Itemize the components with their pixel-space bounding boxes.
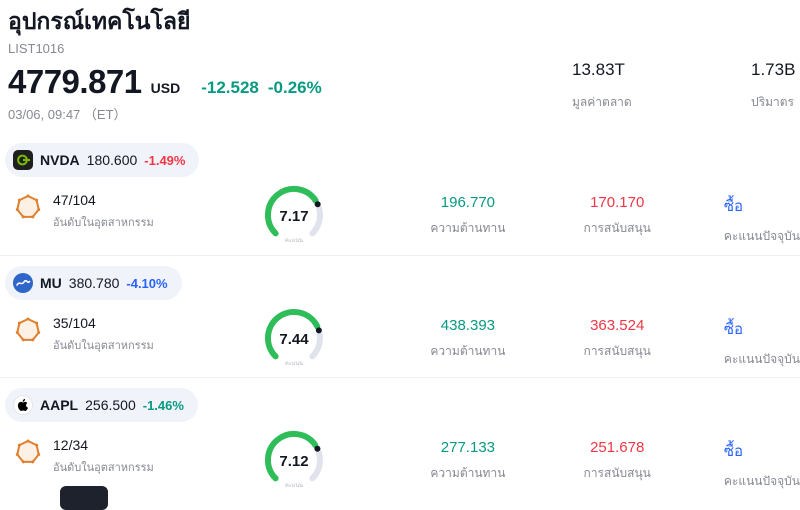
svg-text:7.17: 7.17 [279,208,308,225]
ticker-symbol: MU [40,275,62,291]
support-value: 170.170 [590,194,645,211]
row-body: 12/34 อันดับในอุตสาหกรรม 7.12 คะแนน 277.1… [5,429,800,493]
industry-rank: 12/34 อันดับในอุตสาหกรรม [5,429,244,476]
rank-label: อันดับในอุตสาหกรรม [53,340,154,352]
ticker-symbol: NVDA [40,152,80,168]
market-cap-value: 13.83T [572,60,625,79]
micron-logo-icon [13,273,33,293]
signal-block: ซื้อ คะแนนปัจจุบัน [692,429,800,491]
ticker-price: 256.500 [85,397,136,413]
signal-link[interactable]: ซื้อ [723,198,744,215]
gauge-arc-icon: 7.17 คะแนน [264,185,323,244]
resistance-label: ความต้านทาน [430,466,506,480]
ticker-pill-mu[interactable]: MU 380.780 -4.10% [5,266,182,300]
resistance-value: 277.133 [440,439,496,456]
market-cap-stat: 13.83T มูลค่าตลาด [572,60,632,112]
resistance-block: 438.393 ความต้านทาน [393,307,542,361]
market-cap-label: มูลค่าตลาด [572,95,632,109]
resistance-value: 196.770 [440,194,496,211]
svg-text:คะแนน: คะแนน [285,238,303,244]
ticker-change: -4.10% [126,275,168,291]
row-body: 47/104 อันดับในอุตสาหกรรม 7.17 คะแนน 196.… [5,184,800,248]
price-line: 4779.871 USD -12.528 -0.26% [8,63,792,101]
quote-datetime: 03/06, 09:47 （ET） [8,106,127,122]
support-label: การสนับสนุน [583,344,651,358]
ticker-pill-nvda[interactable]: NVDA 180.600 -1.49% [5,143,200,177]
row-body: 35/104 อันดับในอุตสาหกรรม 7.44 คะแนน 438.… [5,307,800,371]
industry-rank-badge-icon [13,315,43,354]
price-change: -12.528 [201,77,259,97]
support-block: 170.170 การสนับสนุน [543,184,692,238]
industry-rank-badge-icon [13,437,43,476]
rank-label: อันดับในอุตสาหกรรม [53,217,154,229]
signal-link[interactable]: ซื้อ [723,443,744,460]
signal-link[interactable]: ซื้อ [723,321,744,338]
resistance-block: 196.770 ความต้านทาน [393,184,542,238]
score-gauge: 7.17 คะแนน [244,184,344,248]
ticker-pill-aapl[interactable]: AAPL 256.500 -1.46% [5,388,198,422]
stock-row: NVDA 180.600 -1.49% 47/104 อันดับในอุตสา… [0,133,800,255]
signal-block: ซื้อ คะแนนปัจจุบัน [692,307,800,369]
price-change-percent: -0.26% [267,77,322,97]
gauge-arc-icon: 7.12 คะแนน [264,430,323,489]
volume-label: ปริมาตร [751,95,794,109]
signal-block: ซื้อ คะแนนปัจจุบัน [692,184,800,246]
signal-label: คะแนนปัจจุบัน [723,474,800,488]
nvidia-logo-icon [13,150,33,170]
support-label: การสนับสนุน [583,221,651,235]
ticker-change: -1.49% [144,152,186,168]
resistance-value: 438.393 [440,317,496,334]
currency-label: USD [150,79,181,96]
list-id: LIST1016 [8,40,65,56]
gauge-arc-icon: 7.44 คะแนน [264,308,323,367]
svg-text:7.12: 7.12 [279,453,308,470]
svg-text:คะแนน: คะแนน [285,361,303,367]
index-price: 4779.871 [8,62,142,100]
ticker-change: -1.46% [142,397,184,413]
industry-rank-badge-icon [13,192,43,231]
rank-label: อันดับในอุตสาหกรรม [53,462,154,474]
apple-logo-icon [13,395,33,415]
stock-row: AAPL 256.500 -1.46% 12/34 อันดับในอุตสาห… [0,377,800,499]
stock-row: MU 380.780 -4.10% 35/104 อันดับในอุตสาหก… [0,255,800,377]
resistance-block: 277.133 ความต้านทาน [393,429,542,483]
resistance-label: ความต้านทาน [430,221,506,235]
ticker-symbol: AAPL [40,397,79,413]
ticker-price: 180.600 [86,152,138,168]
ticker-price: 380.780 [68,275,120,291]
svg-text:7.44: 7.44 [279,331,309,348]
rank-value: 12/34 [53,437,89,453]
support-value: 251.678 [590,439,645,456]
page-title: อุปกรณ์เทคโนโลยี [8,8,191,34]
rank-value: 47/104 [53,192,96,208]
score-gauge: 7.44 คะแนน [244,307,344,371]
header: อุปกรณ์เทคโนโลยี LIST1016 4779.871 USD -… [0,0,800,133]
score-gauge: 7.12 คะแนน [244,429,344,493]
support-value: 363.524 [590,317,645,334]
support-block: 251.678 การสนับสนุน [543,429,692,483]
svg-text:คะแนน: คะแนน [285,483,303,489]
signal-label: คะแนนปัจจุบัน [723,229,800,243]
rank-value: 35/104 [53,315,96,331]
resistance-label: ความต้านทาน [430,344,506,358]
tooltip-fragment [60,486,108,510]
support-block: 363.524 การสนับสนุน [543,307,692,361]
volume-stat: 1.73B ปริมาตร [751,60,800,112]
industry-rank: 35/104 อันดับในอุตสาหกรรม [5,307,244,354]
industry-rank: 47/104 อันดับในอุตสาหกรรม [5,184,244,231]
signal-label: คะแนนปัจจุบัน [723,352,800,366]
volume-value: 1.73B [751,60,796,79]
support-label: การสนับสนุน [583,466,651,480]
